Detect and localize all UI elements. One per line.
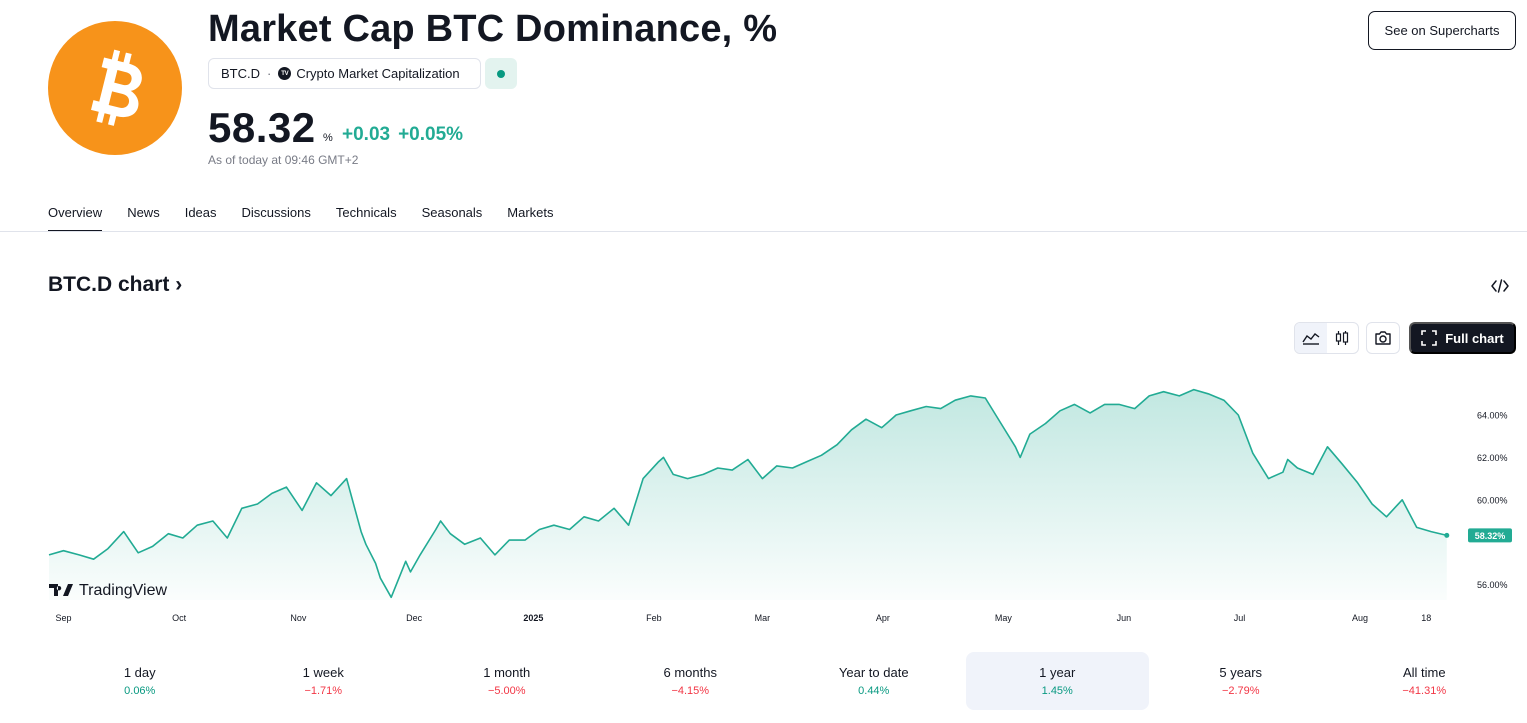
candles-icon: [1336, 331, 1349, 345]
period-label: 5 years: [1219, 665, 1263, 680]
symbol-separator: ·: [267, 66, 272, 81]
period-1-week[interactable]: 1 week −1.71%: [232, 652, 416, 710]
x-tick-label: Sep: [55, 613, 71, 623]
symbol-ticker: BTC.D: [221, 66, 260, 81]
page-title: Market Cap BTC Dominance, %: [208, 8, 778, 50]
tab-ideas[interactable]: Ideas: [184, 205, 217, 220]
price-unit: %: [323, 132, 333, 144]
period-value: −4.15%: [671, 685, 710, 697]
btc-dominance-chart[interactable]: 64.00% 62.00% 60.00% 56.00% Sep Oct Nov Dec 202…: [0, 355, 1527, 645]
tab-seasonals[interactable]: Seasonals: [421, 205, 483, 220]
last-value-marker: 58.32%: [1444, 528, 1512, 543]
change-absolute: +0.03: [342, 124, 391, 145]
x-tick-label: Oct: [172, 613, 187, 623]
series-line: [48, 388, 1447, 599]
chart-style-toggle: [1294, 322, 1359, 354]
as-of-timestamp: As of today at 09:46 GMT+2: [208, 153, 359, 167]
chart-section-title[interactable]: BTC.D chart ›: [48, 273, 182, 297]
x-tick-label: Aug: [1352, 613, 1368, 623]
tab-markets[interactable]: Markets: [507, 205, 554, 220]
market-open-dot-icon: [497, 69, 505, 78]
fullscreen-icon: [1421, 330, 1438, 346]
period-label: All time: [1402, 665, 1446, 680]
period-5-years[interactable]: 5 years −2.79%: [1149, 652, 1333, 710]
last-point-dot: [1444, 532, 1450, 538]
see-on-supercharts-button[interactable]: See on Supercharts: [1368, 11, 1516, 50]
x-tick-label: Jun: [1117, 613, 1132, 623]
candles-chart-button[interactable]: [1327, 323, 1359, 353]
tabs-divider: [0, 231, 1527, 232]
period-1-month[interactable]: 1 month −5.00%: [415, 652, 599, 710]
x-tick-label: 18: [1421, 613, 1431, 623]
x-tick-label: 2025: [523, 613, 543, 623]
y-tick-label: 64.00%: [1477, 411, 1508, 421]
tab-technicals[interactable]: Technicals: [335, 205, 397, 220]
last-price: 58.32: [208, 104, 316, 151]
period-label: 1 year: [1039, 665, 1076, 680]
section-tabs: Overview News Ideas Discussions Technica…: [48, 205, 579, 232]
x-axis: Sep Oct Nov Dec 2025 Feb Mar Apr May Jun Jul Aug 18: [55, 613, 1431, 623]
tradingview-watermark: TradingView: [49, 582, 167, 599]
last-value-label: 58.32%: [1475, 531, 1506, 541]
full-chart-label: Full chart: [1445, 330, 1504, 346]
period-label: 1 day: [123, 665, 156, 680]
period-value: −41.31%: [1402, 685, 1447, 697]
x-tick-label: Feb: [646, 613, 662, 623]
change-percent: +0.05%: [398, 124, 464, 145]
area-chart-icon: [1302, 333, 1320, 345]
period-label: 1 week: [302, 665, 344, 680]
period-value: −2.79%: [1221, 685, 1260, 697]
y-tick-label: 62.00%: [1477, 453, 1508, 463]
y-axis: 64.00% 62.00% 60.00% 56.00%: [1477, 411, 1508, 591]
period-6-months[interactable]: 6 months −4.15%: [599, 652, 783, 710]
y-tick-label: 56.00%: [1477, 580, 1508, 590]
last-value-badge: [1468, 528, 1512, 543]
price-change: +0.03 +0.05%: [342, 124, 463, 146]
x-tick-label: Nov: [290, 613, 307, 623]
performance-periods: 1 day 0.06% 1 week −1.71% 1 month −5.00%…: [48, 652, 1516, 710]
period-1-day[interactable]: 1 day 0.06%: [48, 652, 232, 710]
chevron-right-icon: ›: [175, 273, 183, 296]
period-1-year[interactable]: 1 year 1.45%: [965, 652, 1149, 710]
x-tick-label: Apr: [876, 613, 890, 623]
watermark-text: TradingView: [79, 582, 167, 599]
full-chart-button[interactable]: Full chart: [1409, 322, 1516, 354]
period-value: −5.00%: [487, 685, 526, 697]
period-value: 1.45%: [1041, 685, 1073, 697]
period-value: 0.06%: [124, 685, 156, 697]
period-value: −1.71%: [304, 685, 343, 697]
embed-code-icon[interactable]: [1490, 278, 1510, 294]
exchange-name: Crypto Market Capitalization: [296, 66, 460, 81]
tab-overview[interactable]: Overview: [48, 205, 103, 232]
period-label: 6 months: [663, 665, 717, 680]
period-label: 1 month: [483, 665, 531, 680]
bitcoin-logo: [48, 21, 182, 155]
tab-news[interactable]: News: [127, 205, 160, 220]
symbol-chip[interactable]: BTC.D · TV Crypto Market Capitalization: [208, 58, 481, 89]
area-fill: [49, 389, 1447, 600]
x-tick-label: Dec: [406, 613, 423, 623]
x-tick-label: Jul: [1234, 613, 1246, 623]
period-all-time[interactable]: All time −41.31%: [1333, 652, 1517, 710]
period-label: Year to date: [838, 665, 909, 680]
x-tick-label: Mar: [755, 613, 771, 623]
market-status-badge[interactable]: [485, 58, 517, 89]
tab-discussions[interactable]: Discussions: [241, 205, 311, 220]
tradingview-logo-icon: [49, 584, 73, 596]
camera-icon: [1375, 331, 1391, 345]
x-tick-label: May: [995, 613, 1013, 623]
area-chart-button[interactable]: [1295, 323, 1327, 353]
snapshot-button[interactable]: [1366, 322, 1400, 354]
bitcoin-icon: [91, 49, 142, 126]
period-year-to-date[interactable]: Year to date 0.44%: [782, 652, 966, 710]
period-value: 0.44%: [858, 685, 890, 697]
exchange-icon: TV: [278, 67, 292, 80]
y-tick-label: 60.00%: [1477, 495, 1508, 505]
chart-title-text: BTC.D chart: [48, 273, 170, 296]
